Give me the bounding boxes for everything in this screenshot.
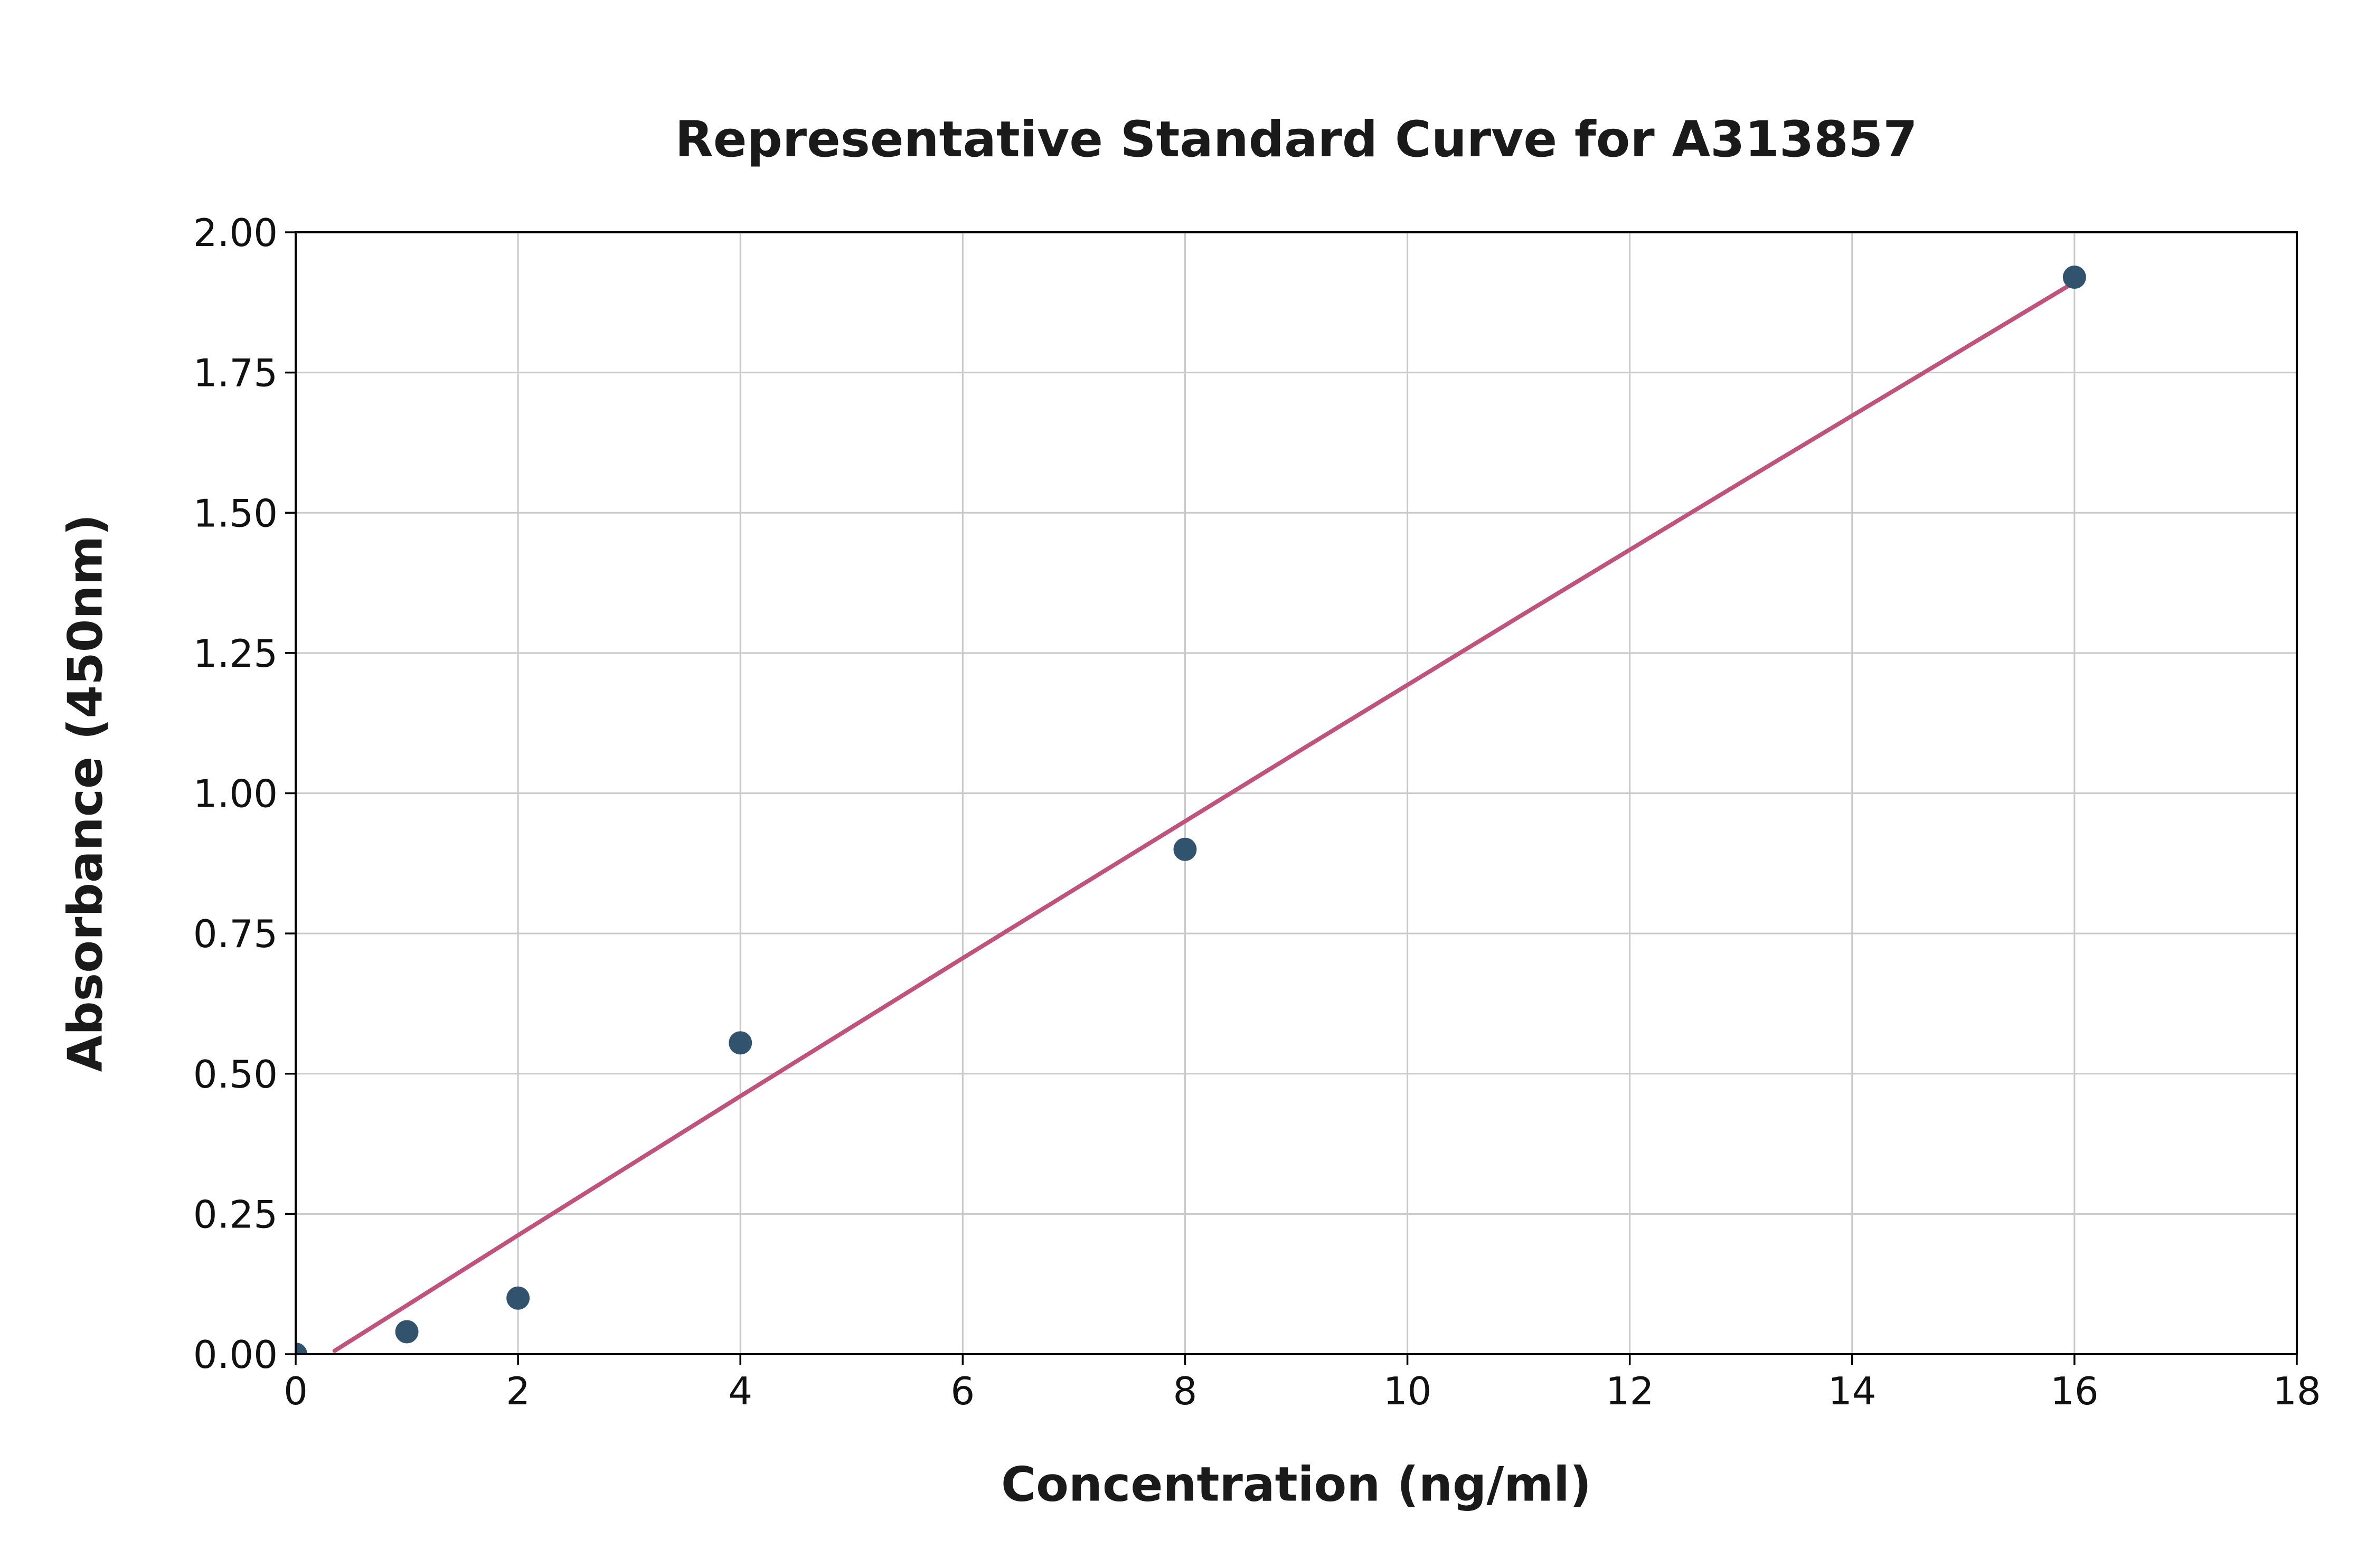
x-tick-label: 18 [2273,1369,2321,1413]
x-tick-label: 14 [1828,1369,1877,1413]
x-tick-label: 6 [950,1369,975,1413]
x-tick-label: 10 [1383,1369,1432,1413]
tick-labels: 0 2 4 6 8 10 12 14 16 18 0.00 0.25 0.50 0.75 1.00 1.25 1… [193,211,2321,1413]
data-point [729,1031,752,1055]
fit-line-layer [332,280,2077,1353]
y-tick-label: 1.00 [193,772,278,816]
x-tick-label: 4 [728,1369,752,1413]
data-point [506,1286,530,1310]
x-tick-label: 8 [1173,1369,1198,1413]
y-tick-label: 2.00 [193,211,278,255]
y-tick-label: 0.50 [193,1052,278,1097]
fit-line [332,280,2077,1353]
axes-frame [295,231,2298,1355]
y-tick-label: 1.25 [193,631,278,676]
y-tick-label: 1.50 [193,491,278,535]
chart-title: Representative Standard Curve for A31385… [675,111,1918,168]
x-axis-label: Concentration (ng/ml) [1001,1457,1591,1513]
x-tick-label: 16 [2050,1369,2099,1413]
y-tick-label: 0.25 [193,1192,278,1236]
data-point [2062,266,2086,289]
data-points-layer [296,266,2086,1354]
x-tick-label: 12 [1606,1369,1654,1413]
y-tick-label: 1.75 [193,351,278,395]
y-tick-label: 0.75 [193,912,278,956]
tick-marks [285,231,2298,1365]
data-point [1173,837,1197,861]
x-tick-label: 0 [284,1369,308,1413]
x-tick-label: 2 [506,1369,530,1413]
data-point [395,1320,419,1344]
y-tick-label: 0.00 [193,1333,278,1377]
data-point [296,1343,307,1354]
